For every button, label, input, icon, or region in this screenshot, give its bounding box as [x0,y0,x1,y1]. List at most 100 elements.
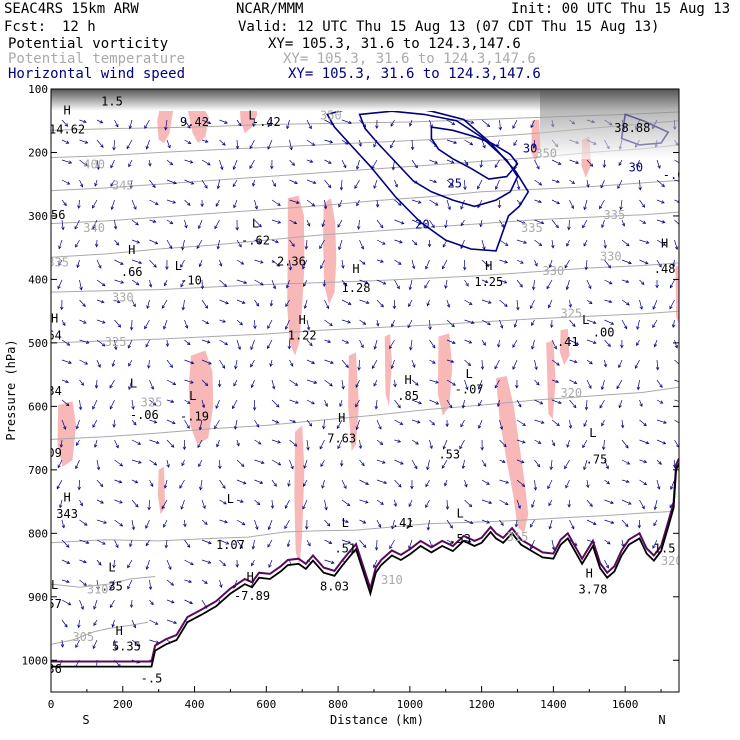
wind-vector-head [383,480,388,485]
wind-vector-head [470,320,475,324]
wind-vector [59,499,63,508]
wind-vector-head [564,465,568,470]
wind-vector [306,139,315,146]
wind-vector-head [627,501,632,505]
wind-vector [411,259,415,269]
wind-vector-head [225,300,229,305]
wind-vector-head [482,144,486,149]
wind-vector [516,439,526,444]
wind-vector-head [329,322,333,327]
wind-vector-head [65,402,70,407]
wind-vector-head [242,481,247,485]
wind-vector-head [119,523,124,527]
wind-vector-head [486,123,491,127]
wind-vector-head [251,183,256,187]
wind-vector-head [610,321,615,325]
wind-vector [184,419,190,429]
wind-vector [513,139,518,146]
wind-vector [79,579,87,586]
wind-vector-head [94,243,99,248]
wind-vector-head [365,300,370,305]
wind-vector-head [536,463,541,468]
wind-vector-head [522,221,527,225]
wind-vector [480,219,483,227]
wind-vector-head [643,459,648,464]
wind-vector [394,439,401,443]
wind-vector-head [653,343,658,348]
wind-vector-head [99,120,104,124]
wind-vector-head [486,520,490,524]
wind-vector [516,259,524,264]
wind-vector-head [109,384,113,389]
contour-label: L [130,376,137,390]
wind-vector-head [586,184,590,188]
wind-vector [583,239,588,247]
x-tick-label: 1200 [468,698,495,711]
wind-vector-head [150,386,155,390]
wind-vector [359,339,364,348]
wind-vector-head [390,144,394,149]
wind-vector [166,399,174,403]
wind-vector-head [326,305,330,310]
pv-shade-region-17 [559,328,570,366]
wind-vector-head [250,346,254,351]
wind-vector [113,139,115,150]
wind-vector [306,419,312,427]
wind-vector [324,179,332,188]
wind-vector [656,399,663,404]
wind-vector [446,139,457,144]
wind-vector [674,439,679,448]
wind-vector [114,219,117,229]
x-tick-label: 1400 [540,698,567,711]
wind-vector [149,619,158,625]
wind-vector [477,199,483,208]
wind-vector [166,139,171,149]
wind-vector-head [425,483,429,488]
wind-vector [359,539,367,548]
wind-vector-head [277,202,281,206]
wind-vector [79,179,83,188]
wind-speed-contour-30 [430,126,519,180]
wind-vector-head [311,360,316,364]
wind-vector-head [233,204,237,209]
wind-vector [656,239,666,246]
wind-vector-head [380,303,384,308]
wind-vector-head [99,483,104,488]
wind-vector-head [553,345,557,350]
wind-vector-head [235,145,240,150]
wind-vector [324,399,328,407]
wind-vector [599,199,605,209]
wind-vector [96,459,100,470]
wind-vector-head [680,162,683,165]
wind-vector [621,479,630,483]
contour-label: -.07 [455,383,484,397]
wind-vector [637,379,640,390]
wind-vector-head [358,143,362,147]
wind-vector-head [187,140,192,144]
wind-vector-head [360,245,365,250]
wind-vector-head [497,204,502,209]
wind-vector [214,419,220,429]
wind-vector-head [645,240,650,244]
wind-vector-head [293,443,298,447]
wind-vector [464,319,475,324]
wind-vector-head [567,504,571,508]
wind-vector [58,239,63,249]
wind-vector-head [109,405,113,410]
wind-vector-head [113,225,118,230]
wind-vector-head [326,522,331,527]
wind-vector-head [599,205,603,210]
wind-vector-head [355,384,359,388]
wind-vector-head [494,164,498,169]
wind-vector [341,379,344,389]
wind-vector-head [115,444,119,449]
wind-vector-head [167,144,171,149]
wind-vector [496,139,500,147]
valid-time: Valid: 12 UTC Thu 15 Aug 13 (07 CDT Thu … [238,19,660,35]
wind-vector-head [480,366,485,370]
wind-vector-head [460,423,464,428]
wind-vector [583,419,588,427]
wind-vector-head [100,500,104,504]
wind-vector [656,379,663,388]
wind-vector [149,419,157,423]
